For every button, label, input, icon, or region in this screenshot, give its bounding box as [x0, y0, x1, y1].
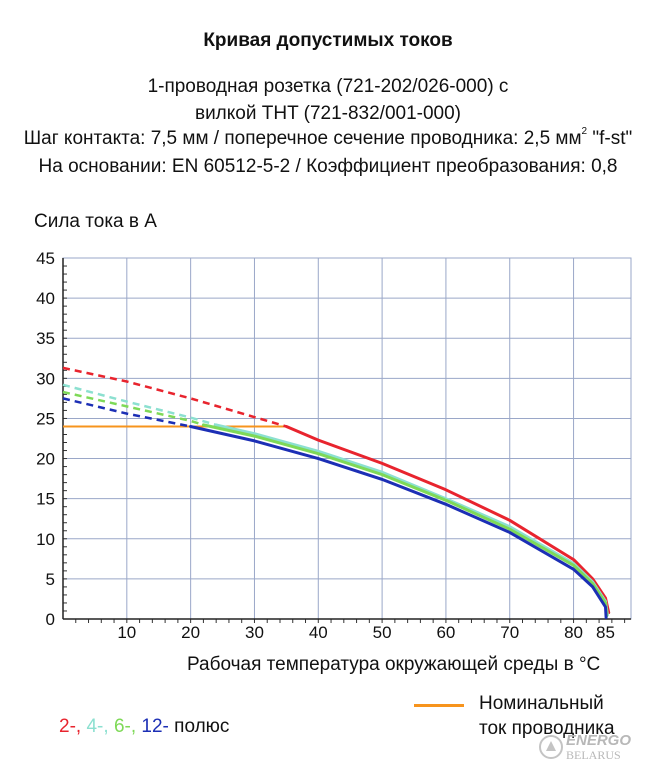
subtitle-line-3-end: "f-st": [587, 128, 633, 149]
x-tick-label: 40: [309, 623, 328, 642]
legend-pole-6: 6-: [113, 716, 131, 737]
series-4-pole-dashed: [62, 383, 217, 427]
legend-pole-2: 2-: [59, 716, 76, 737]
subtitle-line-4: На основании: EN 60512-5-2 / Коэффициент…: [38, 156, 618, 177]
y-tick-label: 15: [36, 490, 55, 509]
chart-title: Кривая допустимых токов: [203, 30, 453, 51]
y-axis-label: Сила тока в А: [34, 211, 157, 232]
y-tick-label: 0: [46, 610, 55, 629]
subtitle-line-3-main: Шаг контакта: 7,5 мм / поперечное сечени…: [23, 128, 582, 149]
legend-nominal-line-2: ток проводника: [479, 718, 615, 739]
axes: [62, 258, 631, 623]
y-tick-label: 35: [36, 329, 55, 348]
legend-poles: 2-, 4-, 6-, 12- полюс: [59, 716, 229, 738]
series-12-pole-dashed: [62, 397, 191, 428]
subtitle-line-2: вилкой THT (721-832/001-000): [194, 103, 462, 124]
plot-area: [62, 257, 632, 620]
series-6-pole-line: [201, 423, 609, 618]
x-tick-label: 10: [117, 623, 136, 642]
x-tick-label: 85: [596, 623, 615, 642]
legend-separator: ,: [103, 716, 109, 737]
y-tick-label: 40: [36, 289, 55, 308]
legend-suffix: полюс: [174, 716, 230, 737]
series-12-pole-line: [189, 425, 608, 619]
legend-nominal-swatch: [414, 704, 464, 707]
y-tick-label: 45: [36, 249, 55, 268]
tick-labels: 10 20 30 40 50 60 70 80 85 0 5 10 15 20 25 30 35 40 45: [36, 249, 615, 642]
y-tick-label: 20: [36, 450, 55, 469]
series-lines: [62, 366, 611, 619]
legend-nominal-line-1: Номинальный: [479, 693, 604, 714]
series-2-pole-line: [284, 425, 611, 615]
watermark-logo-icon: [539, 735, 563, 759]
x-tick-label: 20: [181, 623, 200, 642]
watermark: ENERGO BELARUS: [538, 730, 648, 766]
y-tick-label: 10: [36, 530, 55, 549]
watermark-line-1: ENERGO: [566, 732, 632, 749]
legend-pole-12: 12-: [141, 716, 169, 737]
legend-nominal: Номинальный ток проводника: [479, 691, 615, 741]
series-6-pole-dashed: [62, 390, 204, 427]
subtitle-line-3: Шаг контакта: 7,5 мм / поперечное сечени…: [0, 126, 656, 150]
x-tick-label: 30: [245, 623, 264, 642]
y-tick-label: 5: [46, 570, 55, 589]
x-tick-label: 70: [500, 623, 519, 642]
series-2-pole-dashed: [62, 366, 287, 428]
legend-separator: ,: [75, 716, 82, 737]
subtitle-line-1: 1-проводная розетка (721-202/026-000) с: [147, 76, 509, 97]
y-tick-label: 25: [36, 409, 55, 428]
x-tick-label: 60: [436, 623, 455, 642]
x-axis-label: Рабочая температура окружающей среды в °…: [187, 654, 601, 675]
grid: [62, 257, 632, 620]
watermark-line-2: BELARUS: [566, 748, 621, 762]
x-tick-label: 80: [564, 623, 583, 642]
x-tick-label: 50: [373, 623, 392, 642]
legend-pole-4: 4-: [86, 716, 104, 737]
y-tick-label: 30: [36, 369, 55, 388]
legend-separator: ,: [130, 716, 137, 737]
superscript-two: 2: [581, 126, 588, 137]
